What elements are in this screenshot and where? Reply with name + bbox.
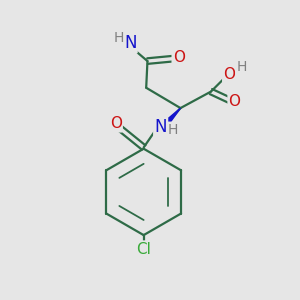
Text: O: O [223,67,235,82]
Text: O: O [110,116,122,131]
Text: N: N [154,118,167,136]
Text: O: O [229,94,241,109]
Text: O: O [173,50,185,65]
Text: H: H [114,31,124,45]
Text: Cl: Cl [136,242,151,256]
Text: N: N [124,34,136,52]
Polygon shape [163,108,181,127]
Text: H: H [168,123,178,137]
Text: H: H [236,60,247,74]
